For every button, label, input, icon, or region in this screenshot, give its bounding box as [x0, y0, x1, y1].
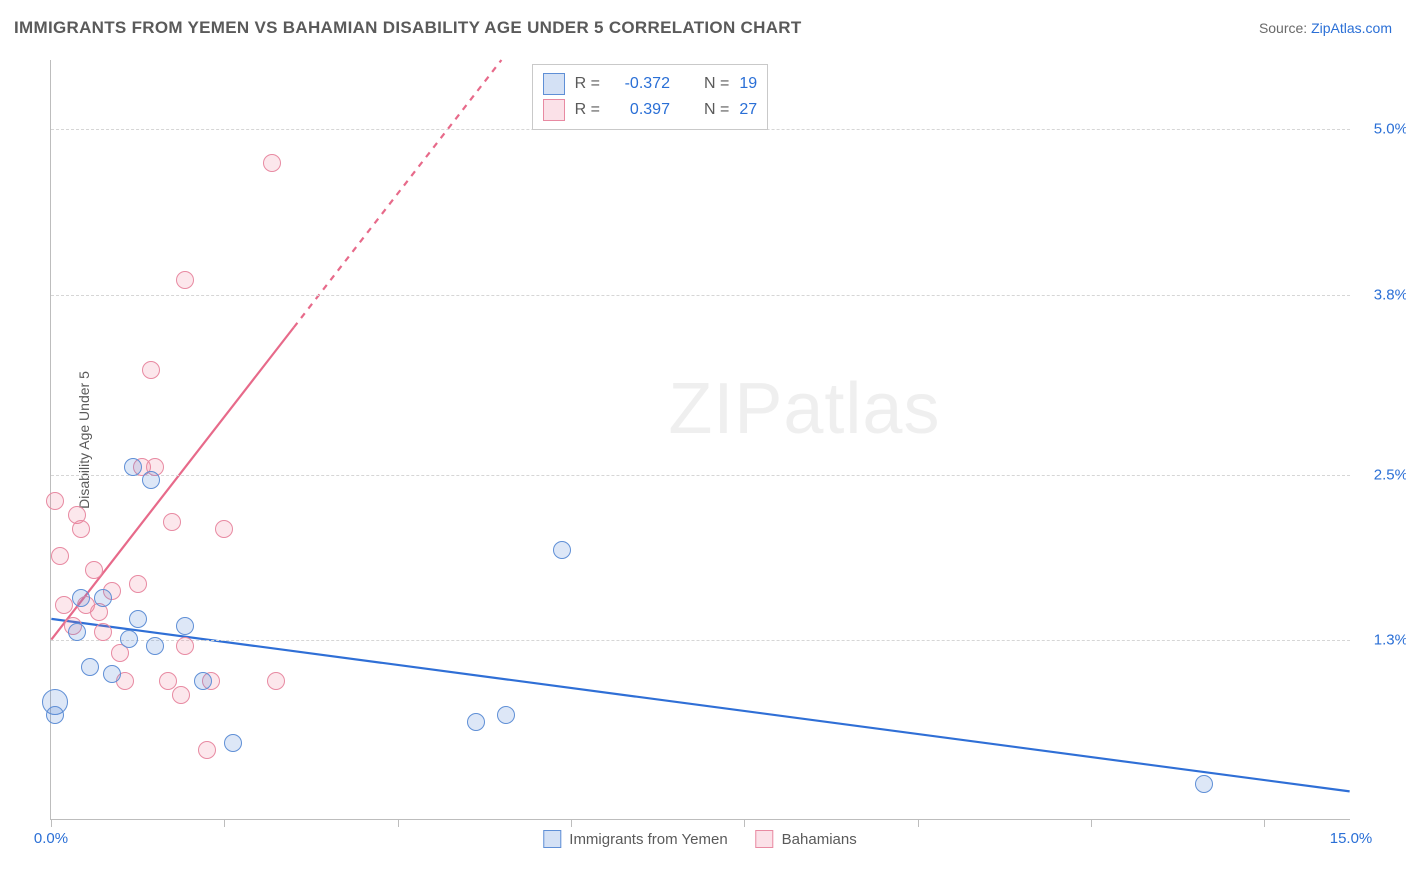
x-tick-label: 0.0% — [34, 830, 68, 847]
chart-title: IMMIGRANTS FROM YEMEN VS BAHAMIAN DISABI… — [14, 18, 802, 38]
y-tick-label: 3.8% — [1374, 286, 1406, 303]
yemen-point — [142, 471, 160, 489]
x-tick-label: 15.0% — [1330, 830, 1373, 847]
watermark: ZIPatlas — [668, 368, 940, 450]
yemen-point — [497, 706, 515, 724]
yemen-point — [129, 610, 147, 628]
y-tick-label: 5.0% — [1374, 121, 1406, 138]
trend-lines — [51, 60, 1350, 819]
yemen-point — [553, 541, 571, 559]
gridline — [51, 295, 1350, 296]
legend-item: Immigrants from Yemen — [543, 830, 727, 848]
header: IMMIGRANTS FROM YEMEN VS BAHAMIAN DISABI… — [14, 18, 1392, 38]
legend-bottom: Immigrants from Yemen Bahamians — [543, 830, 856, 848]
yemen-point — [68, 623, 86, 641]
swatch-icon — [756, 830, 774, 848]
n-value: 19 — [739, 75, 757, 93]
scatter-chart: Disability Age Under 5 ZIPatlas 1.3%2.5%… — [50, 60, 1350, 820]
bahamians-point — [142, 361, 160, 379]
gridline — [51, 475, 1350, 476]
x-tick — [51, 819, 52, 827]
swatch-icon — [543, 99, 565, 121]
yemen-point — [176, 617, 194, 635]
swatch-icon — [543, 830, 561, 848]
bahamians-point — [176, 637, 194, 655]
bahamians-point — [85, 561, 103, 579]
x-tick — [224, 819, 225, 827]
x-tick — [571, 819, 572, 827]
x-tick — [398, 819, 399, 827]
source-prefix: Source: — [1259, 20, 1311, 36]
gridline — [51, 640, 1350, 641]
source-link[interactable]: ZipAtlas.com — [1311, 20, 1392, 36]
legend-item: Bahamians — [756, 830, 857, 848]
yemen-point — [124, 458, 142, 476]
legend-label: Immigrants from Yemen — [569, 831, 727, 848]
n-label: N = — [704, 75, 729, 93]
yemen-point — [81, 658, 99, 676]
yemen-point — [1195, 775, 1213, 793]
yemen-point — [103, 665, 121, 683]
bahamians-point — [51, 547, 69, 565]
swatch-icon — [543, 73, 565, 95]
bahamians-point — [198, 741, 216, 759]
r-value: 0.397 — [610, 101, 670, 119]
n-value: 27 — [739, 101, 757, 119]
bahamians-point — [46, 492, 64, 510]
bahamians-point — [267, 672, 285, 690]
bahamians-point — [172, 686, 190, 704]
legend-label: Bahamians — [782, 831, 857, 848]
watermark-light: atlas — [783, 369, 940, 449]
stats-row: R = 0.397 N = 27 — [543, 97, 757, 123]
yemen-point — [46, 706, 64, 724]
r-label: R = — [575, 75, 600, 93]
bahamians-point — [129, 575, 147, 593]
plot-area: Disability Age Under 5 ZIPatlas 1.3%2.5%… — [50, 60, 1350, 820]
bahamians-point — [215, 520, 233, 538]
r-label: R = — [575, 101, 600, 119]
bahamians-point — [176, 271, 194, 289]
n-label: N = — [704, 101, 729, 119]
yemen-point — [94, 589, 112, 607]
stats-row: R = -0.372 N = 19 — [543, 71, 757, 97]
x-tick — [1264, 819, 1265, 827]
bahamians-point — [55, 596, 73, 614]
source: Source: ZipAtlas.com — [1259, 20, 1392, 36]
x-tick — [918, 819, 919, 827]
x-tick — [1091, 819, 1092, 827]
yemen-point — [146, 637, 164, 655]
y-axis-label: Disability Age Under 5 — [76, 371, 92, 509]
yemen-point — [224, 734, 242, 752]
bahamians-point — [263, 154, 281, 172]
yemen-point — [72, 589, 90, 607]
y-tick-label: 1.3% — [1374, 632, 1406, 649]
x-tick — [744, 819, 745, 827]
bahamians-point — [163, 513, 181, 531]
bahamians-point — [72, 520, 90, 538]
stats-box: R = -0.372 N = 19 R = 0.397 N = 27 — [532, 64, 768, 130]
yemen-point — [194, 672, 212, 690]
r-value: -0.372 — [610, 75, 670, 93]
watermark-bold: ZIP — [668, 369, 783, 449]
bahamians-point — [94, 623, 112, 641]
yemen-point — [467, 713, 485, 731]
y-tick-label: 2.5% — [1374, 466, 1406, 483]
yemen-point — [120, 630, 138, 648]
